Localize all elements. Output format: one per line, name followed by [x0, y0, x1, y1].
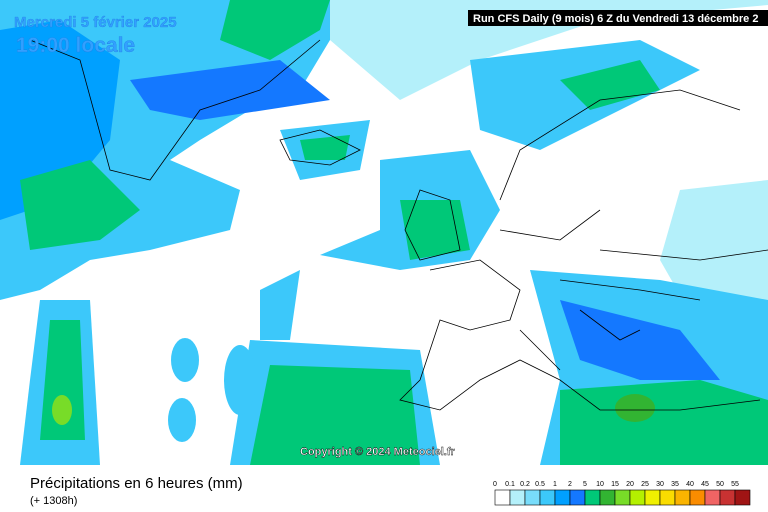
legend-label: 5: [583, 481, 587, 488]
coastline: [279, 129, 361, 166]
legend-label: 40: [686, 481, 694, 488]
footer-lead: (+ 1308h): [30, 495, 77, 507]
legend-label: 55: [731, 481, 739, 488]
legend-swatch: [509, 489, 526, 506]
precip-area: [300, 135, 350, 160]
precip-area: [20, 160, 140, 250]
border: [559, 249, 768, 301]
legend-label: 45: [701, 481, 709, 488]
legend-label: 0.5: [535, 481, 545, 488]
precip-area: [171, 338, 199, 382]
precip-area: [250, 365, 420, 465]
precip-area: [560, 300, 720, 380]
precip-area: [0, 20, 120, 220]
copyright: Copyright © 2024 Meteociel.fr: [300, 446, 456, 458]
coastline: [399, 89, 761, 411]
legend-label: 0.2: [520, 481, 530, 488]
legend-label: 25: [641, 481, 649, 488]
legend-swatch: [674, 489, 691, 506]
precip-area: [130, 60, 330, 120]
legend-swatch: [644, 489, 661, 506]
legend-label: 0: [493, 481, 497, 488]
legend-label: 10: [596, 481, 604, 488]
precip-area: [615, 394, 655, 422]
precip-area: [168, 398, 196, 442]
legend-label: 2: [568, 481, 572, 488]
legend-swatch: [494, 489, 511, 506]
precip-area: [560, 60, 660, 110]
time-label: 19:00 locale: [16, 34, 135, 57]
legend-swatch: [629, 489, 646, 506]
legend-swatch: [554, 489, 571, 506]
legend-swatch: [599, 489, 616, 506]
precip-map: [0, 0, 768, 465]
run-label: Run CFS Daily (9 mois) 6 Z du Vendredi 1…: [473, 13, 758, 25]
precip-area: [52, 395, 72, 425]
legend-swatch: [584, 489, 601, 506]
footer-title: Précipitations en 6 heures (mm): [30, 475, 243, 492]
legend-swatch: [539, 489, 556, 506]
coastline: [29, 39, 321, 181]
legend: 0 0.1 0.2 0.5 1 2 5 10 15 20 25 30 35 40 45 50 55: [493, 481, 751, 506]
coastlines: [29, 39, 768, 411]
legend-swatch: [569, 489, 586, 506]
legend-label: 20: [626, 481, 634, 488]
precip-area: [220, 0, 330, 60]
legend-label: 30: [656, 481, 664, 488]
legend-swatch: [734, 489, 751, 506]
precip-area: [560, 380, 768, 465]
legend-label: 0.1: [505, 481, 515, 488]
legend-label: 15: [611, 481, 619, 488]
coastline: [404, 189, 461, 261]
run-banner: [468, 10, 768, 26]
date-label: Mercredi 5 février 2025: [14, 14, 177, 31]
legend-label: 35: [671, 481, 679, 488]
legend-swatch: [614, 489, 631, 506]
precip-area: [330, 0, 768, 100]
legend-swatch: [689, 489, 706, 506]
legend-swatch: [524, 489, 541, 506]
precip-area: [400, 200, 470, 260]
legend-label: 1: [553, 481, 557, 488]
legend-label: 50: [716, 481, 724, 488]
precip-area: [260, 270, 300, 340]
precip-area: [224, 345, 256, 415]
legend-swatch: [704, 489, 721, 506]
legend-swatch: [659, 489, 676, 506]
legend-swatch: [719, 489, 736, 506]
precip-area: [40, 320, 85, 440]
